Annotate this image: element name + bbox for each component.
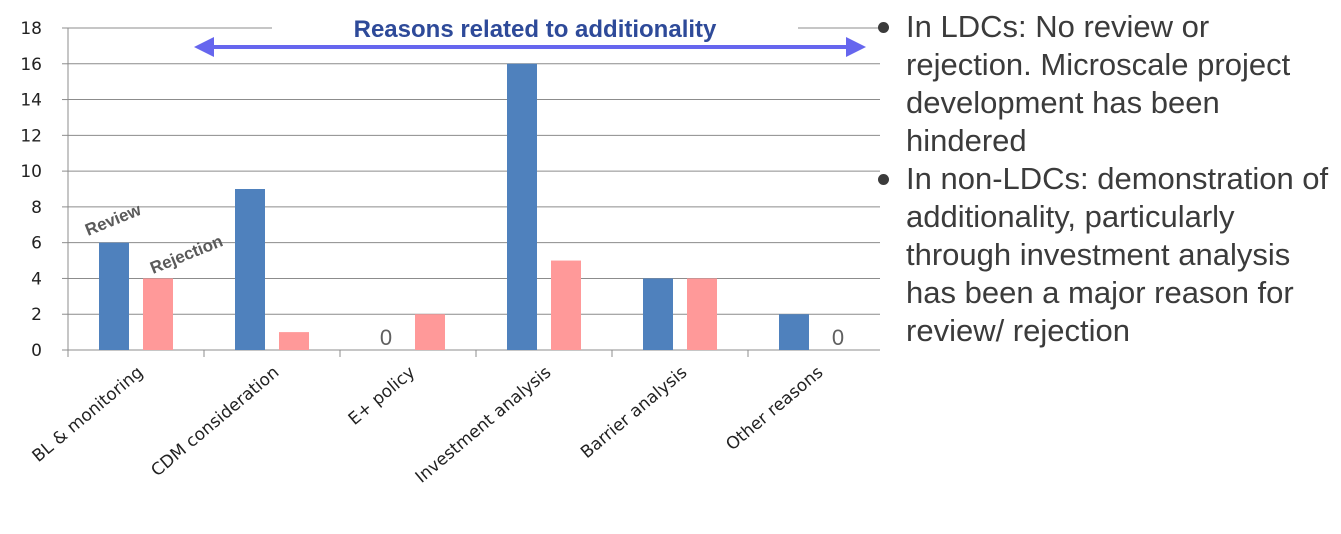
bullet-item: In LDCs: No review or rejection. Microsc…	[878, 8, 1338, 160]
bar-rejection	[279, 332, 309, 350]
bar-rejection	[687, 278, 717, 350]
bullet-text: In non-LDCs: demonstration of additional…	[906, 161, 1329, 348]
y-tick-label: 12	[20, 126, 42, 146]
x-tick-label: BL & monitoring	[29, 363, 148, 467]
y-tick-label: 8	[31, 198, 42, 218]
series-label-review: Review	[82, 200, 144, 240]
y-tick-label: 0	[31, 341, 42, 361]
arrow-head-right	[846, 37, 866, 57]
y-tick-label: 4	[31, 269, 42, 289]
bar-review	[507, 63, 537, 351]
bullet-item: In non-LDCs: demonstration of additional…	[878, 160, 1338, 350]
y-tick-label: 6	[31, 234, 42, 254]
bar-review	[99, 242, 129, 350]
y-tick-label: 16	[20, 55, 42, 75]
bar-rejection	[143, 278, 173, 350]
bullet-text: In LDCs: No review or rejection. Microsc…	[906, 9, 1291, 158]
y-tick-label: 18	[20, 19, 42, 39]
x-tick-label: E+ policy	[345, 363, 419, 430]
bullet-dot-icon	[878, 22, 889, 33]
bar-review	[235, 189, 265, 350]
annotation-text: Reasons related to additionality	[354, 16, 717, 43]
bar-rejection	[551, 260, 581, 350]
data-label: 0	[380, 325, 392, 350]
y-tick-label: 14	[20, 91, 42, 111]
x-tick-label: CDM consideration	[148, 363, 284, 481]
x-tick-label: Barrier analysis	[577, 362, 691, 462]
bullet-dot-icon	[878, 174, 889, 185]
banner-backdrop	[272, 10, 798, 42]
arrow-head-left	[194, 37, 214, 57]
bar-review	[779, 314, 809, 350]
bullet-list: In LDCs: No review or rejection. Microsc…	[878, 8, 1338, 350]
data-label: 0	[832, 325, 844, 350]
series-label-rejection: Rejection	[147, 231, 225, 277]
y-tick-label: 2	[31, 305, 42, 325]
x-tick-label: Investment analysis	[412, 362, 556, 487]
bar-rejection	[415, 314, 445, 350]
bar-review	[643, 278, 673, 350]
double-arrow-icon	[194, 37, 866, 57]
x-tick-label: Other reasons	[722, 362, 827, 455]
y-tick-label: 10	[20, 162, 42, 182]
